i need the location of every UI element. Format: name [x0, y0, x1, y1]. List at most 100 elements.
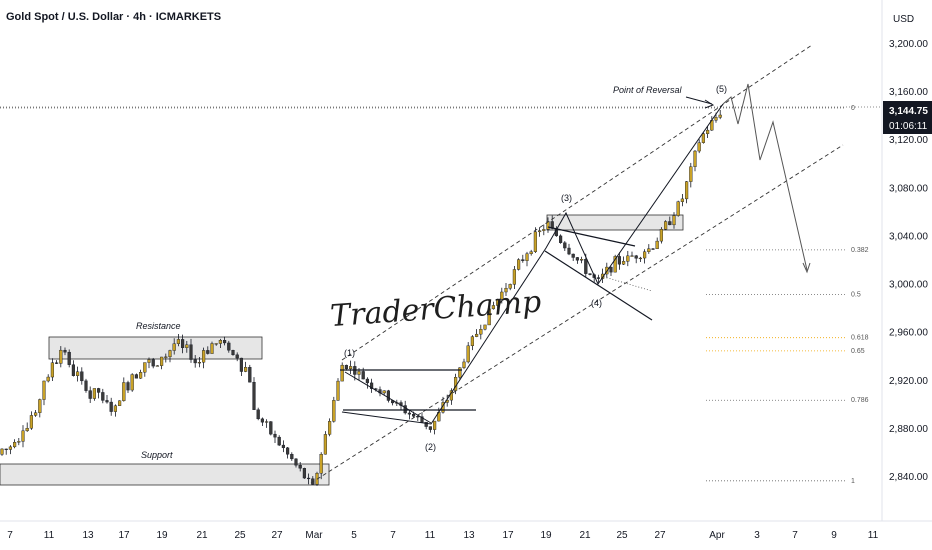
candle-body: [500, 291, 504, 300]
candle-body: [294, 458, 298, 466]
flag-diag[interactable]: [344, 371, 432, 424]
candle-body: [491, 305, 495, 310]
candle-body: [496, 299, 500, 306]
candle-body: [638, 257, 642, 260]
candle-body: [277, 436, 281, 446]
fib-level-label: 0.382: [851, 247, 869, 254]
channel-upper[interactable]: [341, 44, 813, 361]
candle-body: [344, 364, 348, 370]
x-tick-label: 11: [868, 530, 879, 541]
candle-body: [210, 343, 214, 354]
candle-body: [508, 284, 512, 289]
x-tick-label: 11: [425, 530, 436, 541]
candle-body: [227, 342, 231, 351]
candles: [0, 109, 722, 486]
candle-body: [101, 392, 105, 401]
wave4-channel-bottom[interactable]: [544, 250, 653, 321]
channel-lower[interactable]: [310, 144, 844, 484]
projection-arrowhead: [802, 262, 811, 274]
candle-body: [80, 371, 84, 382]
price-axis[interactable]: 3,200.00 3,160.00 3,120.00 3,080.00 3,040.00…: [889, 39, 928, 483]
candle-body: [357, 371, 361, 375]
time-axis[interactable]: 7 11 13 17 19 21 25 27 Mar 5 7 11 13 17 19 21 25 27 Apr 3 7 9…: [7, 530, 878, 541]
x-tick-label: 21: [579, 530, 591, 541]
candle-body: [617, 256, 621, 265]
candle-body: [386, 390, 390, 401]
candle-body: [134, 374, 138, 379]
candle-body: [416, 416, 420, 418]
candle-body: [63, 349, 67, 353]
candle-body: [328, 421, 332, 435]
currency-label[interactable]: USD: [893, 14, 914, 25]
fib-level-label: 0.5: [851, 291, 861, 298]
x-tick-label: 9: [831, 530, 837, 541]
candle-body: [159, 356, 164, 366]
candle-body: [92, 388, 96, 399]
wave-4-label: (4): [591, 298, 602, 308]
candle-body: [34, 412, 38, 416]
candle-body: [248, 367, 252, 383]
candle-body: [21, 430, 25, 442]
x-tick-label: 3: [754, 530, 760, 541]
candle-body: [71, 364, 75, 376]
candle-body: [201, 350, 206, 363]
candle-body: [634, 255, 638, 259]
candle-body: [433, 420, 437, 430]
candle-body: [193, 359, 197, 364]
fib-level-label: 0.65: [851, 348, 865, 355]
y-tick-label: 3,080.00: [889, 183, 928, 194]
x-tick-label: Apr: [709, 530, 725, 541]
wave4-channel-top[interactable]: [547, 226, 636, 247]
candle-body: [218, 340, 222, 344]
candle-body: [336, 380, 340, 401]
candle-body: [659, 229, 663, 242]
x-tick-label: 27: [654, 530, 666, 541]
candle-body: [718, 114, 722, 118]
candle-body: [130, 374, 134, 391]
y-tick-label: 3,160.00: [889, 87, 928, 98]
candle-body: [420, 416, 424, 423]
x-tick-label: 17: [502, 530, 514, 541]
support-zone[interactable]: [0, 463, 330, 486]
x-tick-label: 13: [463, 530, 475, 541]
price-tag[interactable]: [883, 101, 932, 134]
candle-body: [407, 412, 411, 415]
candle-body: [349, 366, 353, 370]
fib-level-label: 0: [851, 105, 855, 112]
elliott-wave-path[interactable]: [341, 103, 724, 425]
candle-body: [8, 446, 12, 450]
candle-body: [680, 198, 684, 202]
candle-body: [538, 230, 542, 233]
y-tick-label: 2,880.00: [889, 424, 928, 435]
fib-level-label: 0.786: [851, 397, 869, 404]
candle-body: [302, 468, 306, 479]
candle-body: [206, 350, 210, 354]
y-tick-label: 2,840.00: [889, 472, 928, 483]
candle-body: [643, 251, 647, 259]
candle-body: [12, 442, 17, 448]
candle-body: [290, 454, 294, 460]
candle-body: [109, 401, 113, 412]
candle-body: [479, 329, 483, 335]
y-tick-label: 3,000.00: [889, 280, 928, 291]
reversal-arrowhead: [704, 99, 715, 109]
candle-body: [88, 390, 92, 399]
candle-body: [542, 229, 546, 231]
projection-path[interactable]: [722, 83, 808, 271]
candle-body: [189, 344, 193, 360]
candle-body: [571, 253, 575, 258]
candle-body: [559, 235, 563, 243]
candle-body: [483, 324, 487, 330]
candle-body: [231, 350, 235, 356]
candle-body: [122, 382, 126, 401]
candle-body: [17, 441, 21, 443]
candle-body: [424, 421, 428, 427]
candle-body: [685, 181, 689, 200]
candle-body: [151, 359, 155, 367]
candle-body: [214, 343, 218, 345]
candle-body: [4, 448, 8, 450]
candle-body: [706, 129, 710, 134]
y-tick-label: 3,200.00: [889, 39, 928, 50]
candle-body: [55, 362, 59, 364]
